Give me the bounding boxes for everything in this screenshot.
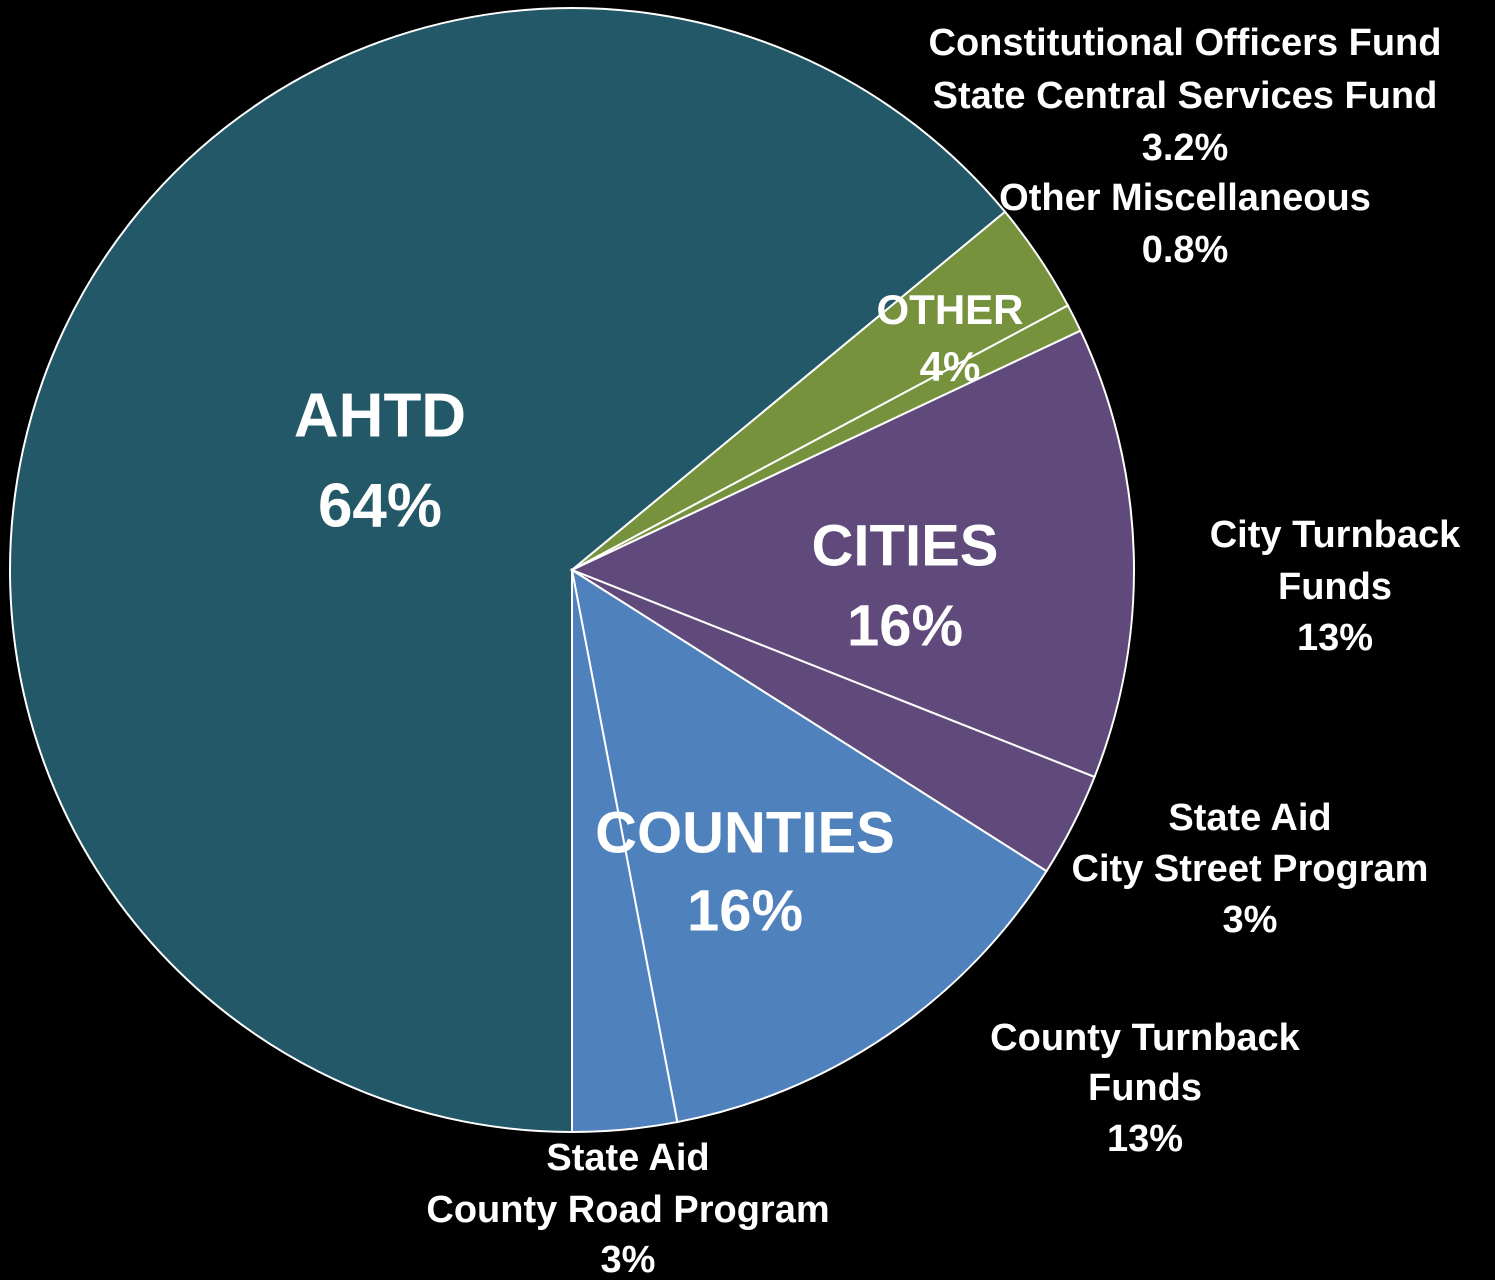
slice-value-label: 13% xyxy=(1107,1118,1183,1160)
slice-label: County Turnback xyxy=(990,1017,1301,1059)
slice-label: City Turnback xyxy=(1210,514,1461,556)
pie-slice xyxy=(9,7,1007,1134)
slice-value-label: 3% xyxy=(601,1239,656,1280)
group-value-label: 4% xyxy=(920,343,981,390)
slice-label: Other Miscellaneous xyxy=(999,177,1371,219)
slice-value-label: 3% xyxy=(1223,899,1278,941)
group-label: OTHER xyxy=(877,286,1024,333)
group-label: COUNTIES xyxy=(595,800,895,865)
slice-label: Funds xyxy=(1278,566,1392,608)
slice-label: Funds xyxy=(1088,1067,1202,1109)
group-value-label: 64% xyxy=(318,471,442,540)
group-value-label: 16% xyxy=(687,878,803,943)
slice-label: County Road Program xyxy=(426,1189,829,1231)
slice-label: City Street Program xyxy=(1072,848,1429,890)
slice-label: State Central Services Fund xyxy=(933,75,1438,117)
pie-slice xyxy=(570,567,1048,1124)
pie-slice xyxy=(569,329,1135,779)
slice-value-label: 0.8% xyxy=(1142,229,1229,271)
slice-value-label: 13% xyxy=(1297,617,1373,659)
slice-label: State Aid xyxy=(1168,797,1331,839)
slice-label: State Aid xyxy=(546,1137,709,1179)
slice-label: Constitutional Officers Fund xyxy=(929,22,1442,64)
pie-slice xyxy=(571,569,679,1134)
group-label: CITIES xyxy=(812,513,999,578)
group-value-label: 16% xyxy=(847,593,963,658)
group-label: AHTD xyxy=(294,381,466,450)
slice-value-label: 3.2% xyxy=(1142,127,1229,169)
